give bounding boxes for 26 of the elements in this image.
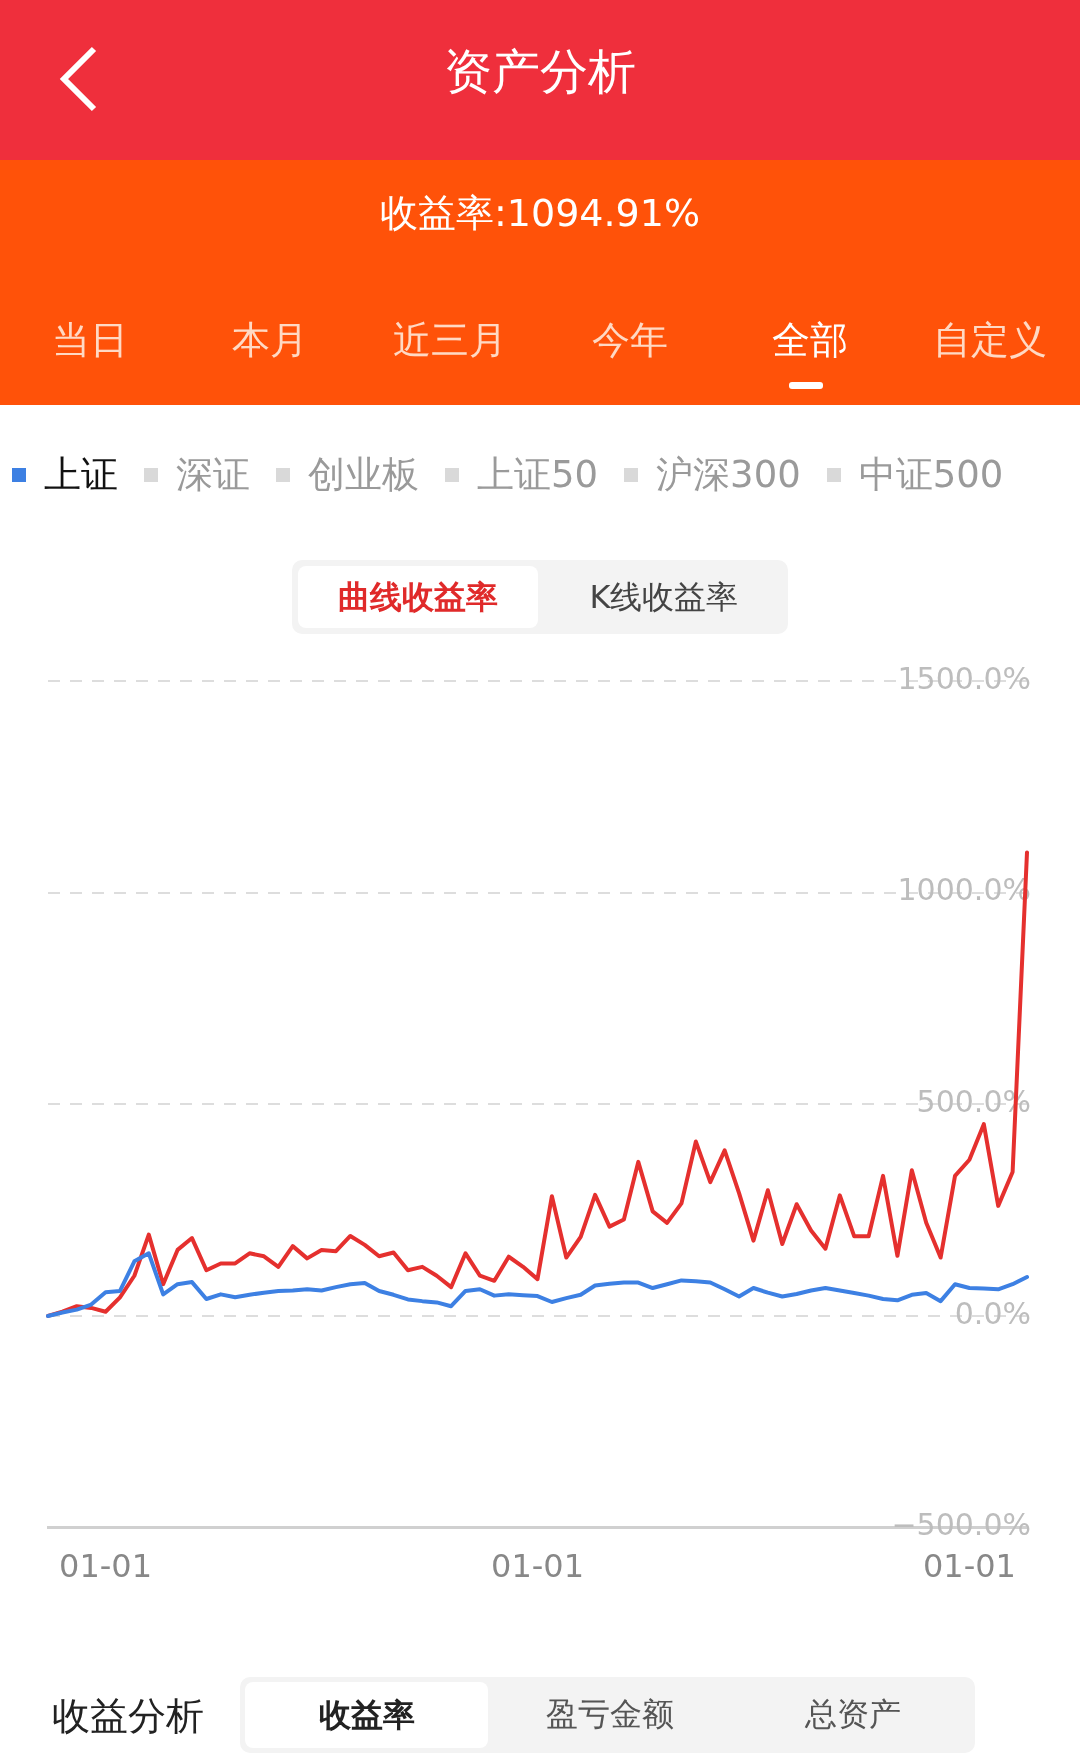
y-tick-label: 1500.0%	[897, 660, 1031, 696]
text: 今年	[591, 317, 669, 364]
text: 曲线收益率	[298, 566, 538, 628]
text: 当日	[51, 317, 129, 364]
text: 创业板	[308, 452, 419, 498]
legend-label: 上证	[44, 452, 118, 498]
text: 中证500	[858, 452, 1004, 498]
y-tick-label: −500.0%	[891, 1507, 1031, 1543]
x-tick-label: 01-01	[922, 1547, 1016, 1586]
text: 上证50	[477, 452, 599, 498]
text: 收益分析	[52, 1693, 204, 1740]
chart-title: 资产分析	[443, 42, 637, 101]
text: 深证	[176, 452, 250, 498]
text: 总资产	[804, 1694, 903, 1735]
text: K线收益率	[588, 577, 740, 618]
text: 本月	[231, 317, 309, 364]
text: 自定义	[932, 317, 1048, 364]
text: 近三月	[392, 317, 508, 364]
text: 盈亏金额	[545, 1694, 675, 1735]
y-tick-label: 0.0%	[954, 1295, 1031, 1331]
text: 收益率	[245, 1682, 489, 1748]
chart-subtitle: 收益率:1094.91%	[378, 190, 702, 237]
text: 全部	[771, 317, 849, 364]
x-tick-label: 01-01	[491, 1547, 584, 1586]
text: 沪深300	[656, 452, 801, 498]
x-tick-label: 01-01	[59, 1547, 153, 1586]
